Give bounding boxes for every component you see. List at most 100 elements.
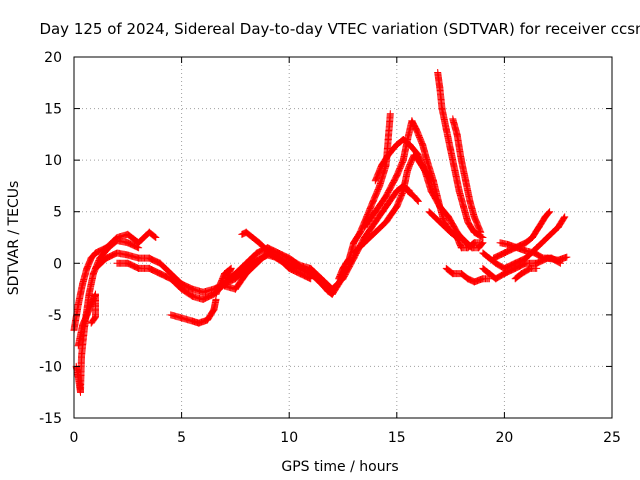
data-point-marker	[255, 239, 272, 255]
data-point-marker	[242, 249, 261, 267]
plot-frame	[73, 56, 613, 419]
data-point-marker	[167, 270, 186, 288]
data-point-marker	[371, 203, 390, 226]
x-tick-label: 15	[388, 430, 406, 446]
data-point-marker	[554, 213, 569, 231]
data-point-marker	[479, 275, 493, 283]
data-point-marker	[541, 208, 554, 221]
data-point-marker	[77, 352, 85, 396]
data-point-marker	[264, 247, 280, 262]
y-tick-label: 0	[53, 256, 62, 272]
y-axis-label: SDTVAR / TECUs	[6, 181, 22, 296]
series-track-13	[404, 187, 422, 205]
data-point-marker	[328, 275, 347, 293]
series-track-21	[496, 239, 564, 267]
series-track-3	[74, 290, 99, 350]
data-point-marker	[281, 259, 297, 272]
data-point-marker	[548, 254, 564, 267]
y-tick-label: 5	[53, 205, 62, 221]
x-tick-label: 10	[280, 430, 298, 446]
series-track-14	[425, 208, 487, 252]
data-point-marker	[242, 259, 261, 278]
data-point-marker	[124, 239, 143, 252]
data-point-marker	[475, 239, 487, 252]
data-point-marker	[533, 234, 551, 252]
data-point-marker	[350, 228, 364, 247]
data-point-marker	[307, 264, 325, 283]
data-point-marker	[444, 213, 461, 236]
data-layer	[70, 69, 571, 396]
data-point-marker	[425, 208, 444, 226]
data-point-marker	[436, 203, 452, 221]
data-point-marker	[406, 141, 422, 159]
data-point-marker	[457, 234, 476, 252]
tick-layer: 0 5 10 15 20 25 -15 -10 -5 0 5 10 15 20	[39, 50, 621, 446]
data-point-marker	[361, 208, 379, 231]
data-point-marker	[528, 223, 543, 241]
data-point-marker	[178, 285, 196, 300]
data-point-marker	[156, 270, 175, 283]
series-track-22	[511, 264, 541, 283]
data-point-marker	[203, 306, 218, 324]
series-track-17	[442, 264, 493, 286]
x-tick-label: 20	[495, 430, 513, 446]
data-point-marker	[438, 105, 450, 133]
data-point-marker	[500, 264, 519, 278]
data-point-marker	[87, 313, 99, 327]
data-point-marker	[231, 264, 250, 283]
data-point-marker	[535, 213, 549, 231]
data-point-marker	[470, 228, 487, 241]
series-track-6	[167, 295, 220, 327]
data-point-marker	[156, 259, 175, 278]
data-point-marker	[470, 213, 485, 236]
data-point-marker	[296, 270, 315, 283]
data-point-marker	[410, 192, 422, 205]
data-point-marker	[378, 151, 392, 169]
data-point-marker	[210, 295, 220, 314]
data-point-marker	[382, 187, 401, 211]
y-tick-label: -15	[39, 411, 62, 427]
data-point-marker	[382, 203, 401, 226]
data-point-marker	[436, 84, 446, 113]
data-point-marker	[96, 244, 112, 262]
x-tick-label: 0	[70, 430, 79, 446]
data-point-marker	[382, 172, 401, 200]
data-point-marker	[543, 223, 562, 241]
y-tick-label: -10	[39, 359, 62, 375]
y-tick-label: -5	[48, 308, 62, 324]
data-point-marker	[231, 259, 250, 278]
series-track-8	[238, 228, 297, 272]
y-tick-label: 20	[44, 50, 62, 66]
data-point-marker	[361, 218, 379, 241]
data-point-marker	[427, 187, 444, 211]
data-point-marker	[307, 270, 325, 288]
series-track-16	[449, 115, 485, 236]
y-tick-label: 10	[44, 153, 62, 169]
series-track-20	[490, 208, 554, 262]
series-track-9	[335, 110, 394, 283]
data-point-marker	[371, 218, 390, 236]
data-point-marker	[350, 239, 368, 257]
x-axis-label: GPS time / hours	[281, 459, 398, 475]
data-point-marker	[436, 218, 455, 236]
data-point-marker	[384, 110, 394, 143]
series-track-7	[212, 249, 315, 298]
data-point-marker	[167, 275, 186, 293]
series-track-15	[434, 69, 487, 241]
data-point-marker	[526, 264, 541, 272]
x-tick-label: 25	[603, 430, 621, 446]
data-point-marker	[464, 218, 478, 236]
data-point-marker	[231, 270, 250, 293]
data-point-marker	[145, 228, 160, 241]
data-point-marker	[371, 192, 390, 216]
data-point-marker	[285, 254, 304, 269]
data-point-marker	[92, 254, 110, 272]
y-tick-label: 15	[44, 102, 62, 118]
data-point-marker	[339, 254, 353, 272]
data-point-marker	[361, 228, 379, 247]
data-point-marker	[384, 141, 401, 159]
data-point-marker	[339, 254, 358, 283]
chart-title: Day 125 of 2024, Sidereal Day-to-day VTE…	[39, 20, 640, 38]
data-point-marker	[212, 270, 229, 298]
